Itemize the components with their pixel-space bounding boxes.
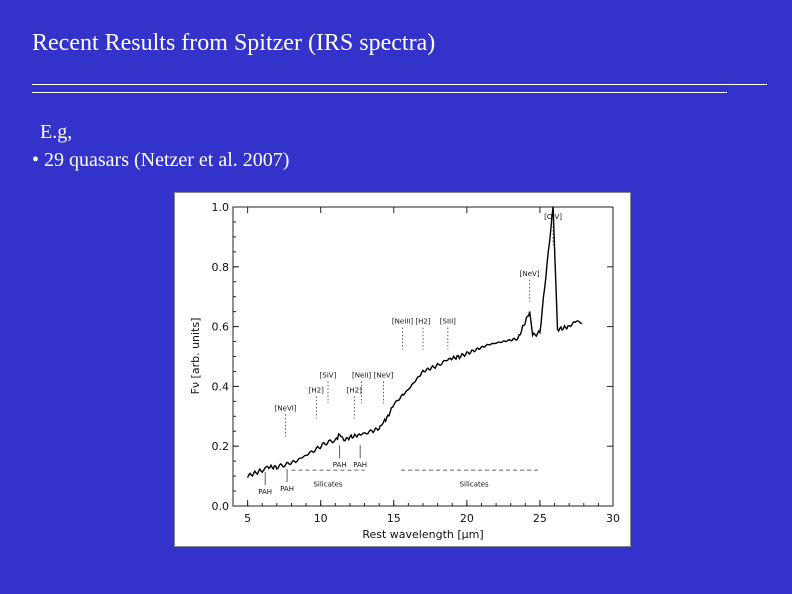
emission-line-label: [NeVI] [275, 404, 297, 412]
x-tick-label: 10 [314, 512, 328, 525]
emission-line-label: [OIV] [544, 213, 562, 221]
y-tick-label: 0.8 [212, 261, 230, 274]
feature-label: Silicates [313, 481, 342, 489]
slide-title: Recent Results from Spitzer (IRS spectra… [32, 30, 436, 56]
slide-body: E.g, • 29 quasars (Netzer et al. 2007) [32, 118, 289, 174]
emission-line-label: [NeV] [520, 270, 540, 278]
x-tick-label: 30 [606, 512, 620, 525]
emission-line-label: [NeII] [352, 371, 371, 379]
body-line-bullet: • 29 quasars (Netzer et al. 2007) [32, 149, 290, 171]
x-axis-label: Rest wavelength [μm] [362, 528, 483, 541]
emission-line-label: [H2] [347, 386, 362, 394]
title-underline-secondary [32, 92, 727, 93]
emission-line-label: [H2] [309, 386, 324, 394]
emission-line-label: [SIII] [440, 318, 456, 326]
feature-label: PAH [333, 461, 347, 469]
spectrum-figure: Rest wavelength [μm] Fν [arb. units] 5 10… [174, 192, 631, 547]
y-tick-label: 1.0 [212, 201, 230, 214]
emission-line-label: [SiV] [320, 371, 337, 379]
feature-label: PAH [353, 461, 367, 469]
spectrum-line [246, 206, 583, 478]
y-tick-label: 0.4 [212, 380, 230, 393]
x-tick-label: 25 [533, 512, 547, 525]
y-axis-label: Fν [arb. units] [189, 318, 202, 395]
x-tick-label: 5 [244, 512, 251, 525]
x-tick-label: 20 [460, 512, 474, 525]
title-underline [32, 84, 767, 85]
y-tick-label: 0.2 [212, 440, 230, 453]
feature-label: Silicates [460, 481, 489, 489]
emission-line-label: [NeV] [374, 371, 394, 379]
spectrum-chart: Rest wavelength [μm] Fν [arb. units] 5 10… [189, 201, 620, 541]
plot-frame [232, 206, 614, 507]
feature-label: PAH [280, 485, 294, 493]
emission-line-label: [H2] [415, 318, 430, 326]
body-line-example: E.g, [40, 121, 73, 143]
x-tick-label: 15 [387, 512, 401, 525]
emission-line-label: [NeIII] [392, 318, 413, 326]
y-tick-label: 0.6 [212, 321, 230, 334]
feature-label: PAH [258, 488, 272, 496]
y-tick-label: 0.0 [212, 500, 230, 513]
